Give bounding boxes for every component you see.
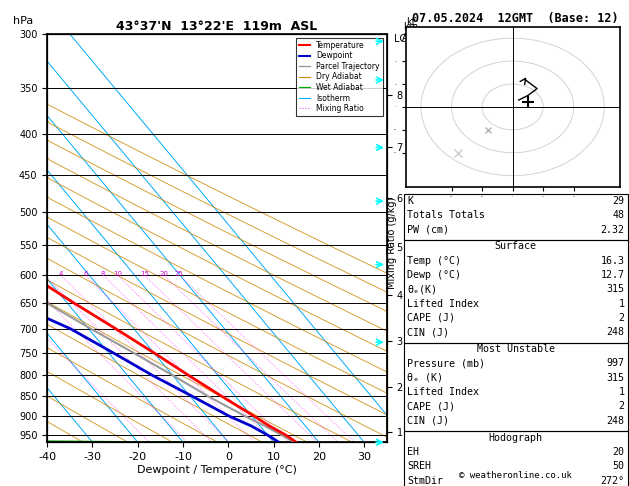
Title: 43°37'N  13°22'E  119m  ASL: 43°37'N 13°22'E 119m ASL (116, 20, 318, 33)
Text: 248: 248 (606, 416, 625, 426)
Text: LCL: LCL (394, 35, 411, 44)
Text: 48: 48 (613, 210, 625, 220)
Text: CIN (J): CIN (J) (407, 327, 449, 337)
Text: 2.32: 2.32 (601, 225, 625, 235)
Text: 12.7: 12.7 (601, 270, 625, 280)
Text: 315: 315 (606, 373, 625, 383)
Text: 29: 29 (613, 196, 625, 206)
Text: CAPE (J): CAPE (J) (407, 401, 455, 412)
X-axis label: Dewpoint / Temperature (°C): Dewpoint / Temperature (°C) (137, 465, 297, 475)
Text: 272°: 272° (601, 475, 625, 486)
Text: 10: 10 (113, 271, 122, 277)
Text: Temp (°C): Temp (°C) (407, 256, 461, 266)
Text: θₑ(K): θₑ(K) (407, 284, 437, 295)
Text: 25: 25 (175, 271, 184, 277)
Text: StmDir: StmDir (407, 475, 443, 486)
Text: Most Unstable: Most Unstable (477, 344, 555, 354)
Text: 07.05.2024  12GMT  (Base: 12): 07.05.2024 12GMT (Base: 12) (413, 12, 619, 25)
Text: 2: 2 (618, 401, 625, 412)
Text: 16.3: 16.3 (601, 256, 625, 266)
Text: Dewp (°C): Dewp (°C) (407, 270, 461, 280)
Text: K: K (407, 196, 413, 206)
Text: CIN (J): CIN (J) (407, 416, 449, 426)
Text: Surface: Surface (495, 242, 537, 251)
Text: 8: 8 (101, 271, 106, 277)
Text: 15: 15 (140, 271, 148, 277)
Text: Lifted Index: Lifted Index (407, 387, 479, 397)
Text: 20: 20 (159, 271, 168, 277)
Text: kt: kt (406, 17, 415, 27)
Text: Pressure (mb): Pressure (mb) (407, 359, 485, 368)
Text: 1: 1 (618, 298, 625, 309)
Text: EH: EH (407, 447, 419, 457)
Text: 20: 20 (613, 447, 625, 457)
Text: Totals Totals: Totals Totals (407, 210, 485, 220)
Y-axis label: km
ASL: km ASL (401, 22, 420, 43)
Text: SREH: SREH (407, 461, 431, 471)
Text: 248: 248 (606, 327, 625, 337)
Y-axis label: hPa: hPa (13, 16, 33, 26)
Text: PW (cm): PW (cm) (407, 225, 449, 235)
Text: 2: 2 (618, 313, 625, 323)
Text: © weatheronline.co.uk: © weatheronline.co.uk (459, 471, 572, 480)
Text: Lifted Index: Lifted Index (407, 298, 479, 309)
Text: 997: 997 (606, 359, 625, 368)
Text: Hodograph: Hodograph (489, 433, 543, 443)
Text: θₑ (K): θₑ (K) (407, 373, 443, 383)
Text: 6: 6 (83, 271, 87, 277)
Text: 50: 50 (613, 461, 625, 471)
Text: 315: 315 (606, 284, 625, 295)
Text: 1: 1 (618, 387, 625, 397)
Text: Mixing Ratio (g/kg): Mixing Ratio (g/kg) (387, 197, 397, 289)
Text: 4: 4 (58, 271, 63, 277)
Text: CAPE (J): CAPE (J) (407, 313, 455, 323)
Legend: Temperature, Dewpoint, Parcel Trajectory, Dry Adiabat, Wet Adiabat, Isotherm, Mi: Temperature, Dewpoint, Parcel Trajectory… (296, 38, 383, 116)
